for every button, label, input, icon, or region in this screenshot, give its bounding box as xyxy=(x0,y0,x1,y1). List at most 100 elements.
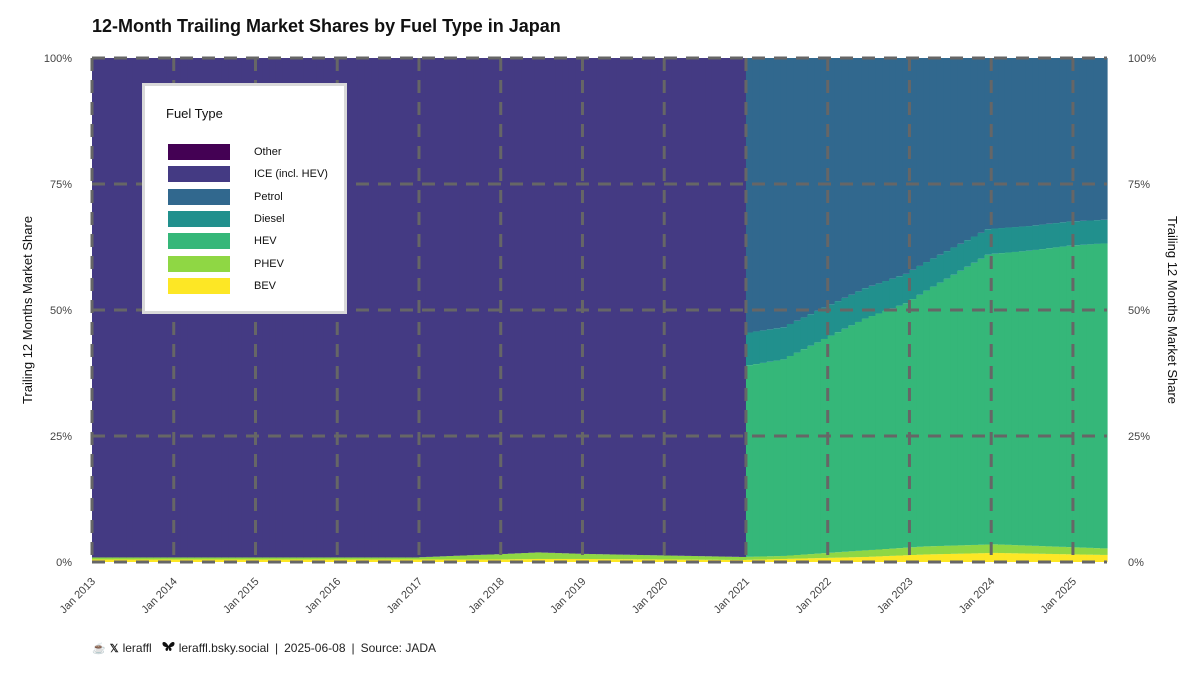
legend-box: Fuel Type Other ICE (incl. HEV) Petrol Dies… xyxy=(142,83,347,314)
area-segment-petrol xyxy=(970,58,979,237)
y-tick-label-left: 100% xyxy=(44,53,72,65)
area-segment-diesel xyxy=(1059,222,1067,247)
area-segment-petrol xyxy=(814,58,822,311)
legend-swatch xyxy=(168,233,230,250)
area-segment-ice-incl-hev- xyxy=(677,58,686,556)
area-segment-bev xyxy=(745,559,754,562)
area-segment-phev xyxy=(684,555,693,560)
area-segment-phev xyxy=(677,555,686,560)
area-segment-bev xyxy=(105,559,114,562)
area-segment-phev xyxy=(827,552,836,558)
area-segment-diesel xyxy=(1018,226,1026,252)
area-segment-phev xyxy=(766,556,774,560)
area-segment-hev xyxy=(1038,249,1047,547)
area-segment-phev xyxy=(698,556,706,560)
area-segment-bev xyxy=(194,559,202,562)
area-segment-phev xyxy=(309,557,318,560)
area-segment-phev xyxy=(330,557,338,560)
area-segment-phev xyxy=(255,557,263,560)
area-segment-ice-incl-hev- xyxy=(616,58,624,555)
area-segment-ice-incl-hev- xyxy=(391,58,400,558)
bsky-handle[interactable]: leraffl.bsky.social xyxy=(178,641,269,655)
area-segment-phev xyxy=(1045,546,1054,554)
area-segment-hev xyxy=(950,274,958,546)
area-segment-diesel xyxy=(1066,221,1074,246)
area-segment-petrol xyxy=(1079,58,1088,221)
area-segment-phev xyxy=(282,557,291,560)
legend-label: BEV xyxy=(254,279,277,292)
area-segment-phev xyxy=(936,545,945,555)
area-segment-phev xyxy=(248,557,257,560)
area-segment-ice-incl-hev- xyxy=(657,58,665,556)
area-segment-bev xyxy=(534,558,543,562)
area-segment-petrol xyxy=(745,58,754,333)
area-segment-petrol xyxy=(848,58,856,295)
area-segment-bev xyxy=(902,555,911,562)
area-segment-ice-incl-hev- xyxy=(630,58,638,555)
area-segment-bev xyxy=(548,558,556,562)
area-segment-diesel xyxy=(814,310,822,343)
area-segment-bev xyxy=(589,559,597,562)
x-handle[interactable]: leraffl xyxy=(122,641,152,655)
area-segment-bev xyxy=(350,559,359,562)
area-segment-phev xyxy=(493,554,502,560)
area-segment-petrol xyxy=(800,58,808,318)
area-segment-bev xyxy=(657,559,665,562)
area-segment-phev xyxy=(568,553,577,559)
x-tick-label: Jan 2014 xyxy=(139,576,179,616)
area-segment-bev xyxy=(500,559,509,562)
legend-item: Petrol xyxy=(168,188,283,206)
area-segment-hev xyxy=(1100,243,1108,549)
area-segment-diesel xyxy=(923,262,931,291)
area-segment-petrol xyxy=(766,58,774,330)
area-segment-ice-incl-hev- xyxy=(473,58,481,555)
legend-swatch xyxy=(168,277,230,294)
area-segment-bev xyxy=(875,556,883,562)
area-segment-petrol xyxy=(1059,58,1067,223)
area-segment-diesel xyxy=(916,265,924,295)
area-segment-bev xyxy=(1018,553,1026,562)
area-segment-phev xyxy=(378,557,386,560)
area-segment-bev xyxy=(895,555,904,562)
area-segment-diesel xyxy=(895,276,904,306)
area-segment-hev xyxy=(807,345,815,555)
area-segment-bev xyxy=(827,557,836,562)
area-segment-ice-incl-hev- xyxy=(112,58,120,558)
area-segment-diesel xyxy=(882,281,890,311)
area-segment-phev xyxy=(752,556,761,560)
area-segment-phev xyxy=(854,550,863,558)
legend-swatch xyxy=(168,188,230,205)
area-segment-phev xyxy=(984,544,992,554)
area-segment-ice-incl-hev- xyxy=(671,58,679,556)
area-segment-bev xyxy=(984,553,992,562)
area-segment-hev xyxy=(943,278,951,546)
area-segment-hev xyxy=(841,328,849,552)
area-segment-ice-incl-hev- xyxy=(439,58,447,557)
x-tick-label: Jan 2019 xyxy=(548,576,588,616)
area-segment-petrol xyxy=(1018,58,1026,227)
area-segment-diesel xyxy=(984,229,992,255)
area-segment-hev xyxy=(970,262,979,545)
area-segment-diesel xyxy=(854,291,863,322)
area-segment-phev xyxy=(861,550,870,557)
area-segment-bev xyxy=(1032,553,1040,562)
area-segment-petrol xyxy=(1086,58,1094,221)
area-segment-phev xyxy=(759,556,767,560)
area-segment-hev xyxy=(991,253,999,545)
area-segment-petrol xyxy=(963,58,972,241)
y-tick-label-left: 50% xyxy=(50,305,72,317)
area-segment-bev xyxy=(582,558,590,562)
legend-item: PHEV xyxy=(168,255,284,273)
area-segment-petrol xyxy=(1004,58,1013,228)
area-segment-petrol xyxy=(936,58,945,255)
area-segment-bev xyxy=(882,556,890,562)
area-segment-bev xyxy=(303,559,311,562)
area-segment-phev xyxy=(418,557,427,560)
area-segment-ice-incl-hev- xyxy=(555,58,563,554)
area-segment-phev xyxy=(323,557,332,560)
area-segment-phev xyxy=(902,547,911,556)
area-segment-phev xyxy=(207,557,216,560)
area-segment-ice-incl-hev- xyxy=(589,58,597,555)
area-segment-ice-incl-hev- xyxy=(650,58,658,556)
area-segment-phev xyxy=(923,546,931,555)
